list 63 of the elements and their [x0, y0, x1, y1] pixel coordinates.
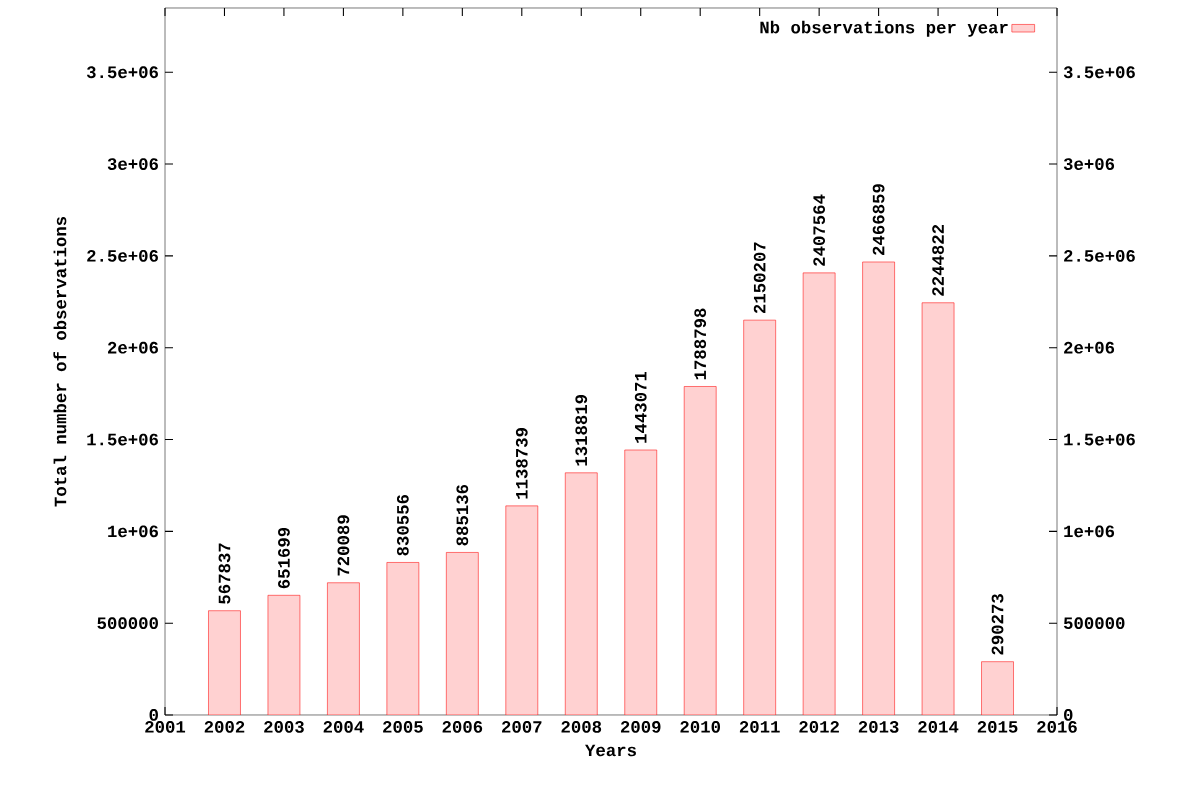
data-label: 1443071: [634, 371, 647, 443]
data-label: 2466859: [872, 184, 885, 255]
x-tick-label: 2016: [1037, 721, 1077, 733]
y2-tick-label: 0: [1064, 709, 1073, 721]
bar: [802, 272, 836, 715]
y-tick-label: 2e+06: [108, 341, 158, 354]
data-label: 290273: [991, 594, 1004, 655]
x-tick-label: 2009: [620, 721, 661, 733]
y-tick-label: 0: [149, 709, 158, 721]
y2-tick-label: 3e+06: [1063, 158, 1115, 170]
y2-tick-label: 1e+06: [1064, 525, 1115, 538]
bar: [683, 386, 717, 715]
y2-tick-label: 500000: [1063, 617, 1125, 630]
bar: [981, 661, 1014, 715]
y-tick-label: 2.5e+06: [87, 250, 158, 262]
bar: [208, 610, 241, 715]
bar: [386, 562, 420, 715]
data-label: 2150207: [753, 242, 766, 314]
x-tick-label: 2012: [799, 721, 839, 733]
legend-label: Nb observations per year: [760, 20, 1008, 37]
x-tick-label: 2010: [680, 721, 721, 733]
y-tick-label: 500000: [97, 617, 158, 630]
y-tick-label: 1.5e+06: [87, 433, 158, 446]
bar: [624, 449, 658, 715]
bar: [327, 582, 360, 715]
x-tick-label: 2006: [442, 721, 483, 733]
bar: [565, 472, 598, 715]
bar: [743, 319, 776, 715]
y-tick-label: 3.5e+06: [86, 66, 158, 79]
data-label: 885136: [456, 484, 469, 546]
x-tick-label: 2014: [918, 721, 959, 733]
x-tick-label: 2005: [383, 721, 423, 733]
x-tick-label: 2001: [145, 721, 186, 733]
x-tick-label: 2013: [858, 721, 899, 733]
x-tick-label: 2004: [323, 721, 364, 733]
x-tick-label: 2011: [739, 721, 780, 733]
data-label: 2407564: [813, 194, 826, 266]
y2-tick-label: 1.5e+06: [1064, 433, 1135, 446]
bar: [921, 302, 955, 715]
data-label: 567837: [218, 543, 231, 604]
y-axis-title: Total number of observations: [53, 216, 67, 507]
y2-tick-label: 3.5e+06: [1063, 66, 1135, 79]
data-label: 720089: [337, 515, 350, 576]
x-axis-title: Years: [585, 744, 636, 757]
x-tick-label: 2003: [264, 721, 304, 733]
x-tick-label: 2008: [561, 721, 602, 733]
bar: [446, 552, 479, 715]
x-tick-label: 2007: [502, 721, 542, 733]
y2-tick-label: 2.5e+06: [1064, 250, 1135, 262]
data-label: 1138739: [515, 428, 528, 499]
bar: [267, 595, 301, 715]
y2-tick-label: 2e+06: [1064, 341, 1115, 354]
data-label: 651699: [278, 527, 290, 589]
x-tick-label: 2002: [204, 721, 245, 733]
data-label: 1318819: [575, 394, 588, 466]
y-tick-label: 3e+06: [107, 158, 158, 170]
x-tick-label: 2015: [977, 721, 1018, 733]
bar: [862, 261, 895, 715]
bar: [505, 505, 539, 715]
data-label: 2244822: [932, 224, 944, 296]
y-tick-label: 1e+06: [108, 525, 158, 538]
data-label: 830556: [396, 494, 409, 556]
data-label: 1788798: [694, 308, 707, 380]
